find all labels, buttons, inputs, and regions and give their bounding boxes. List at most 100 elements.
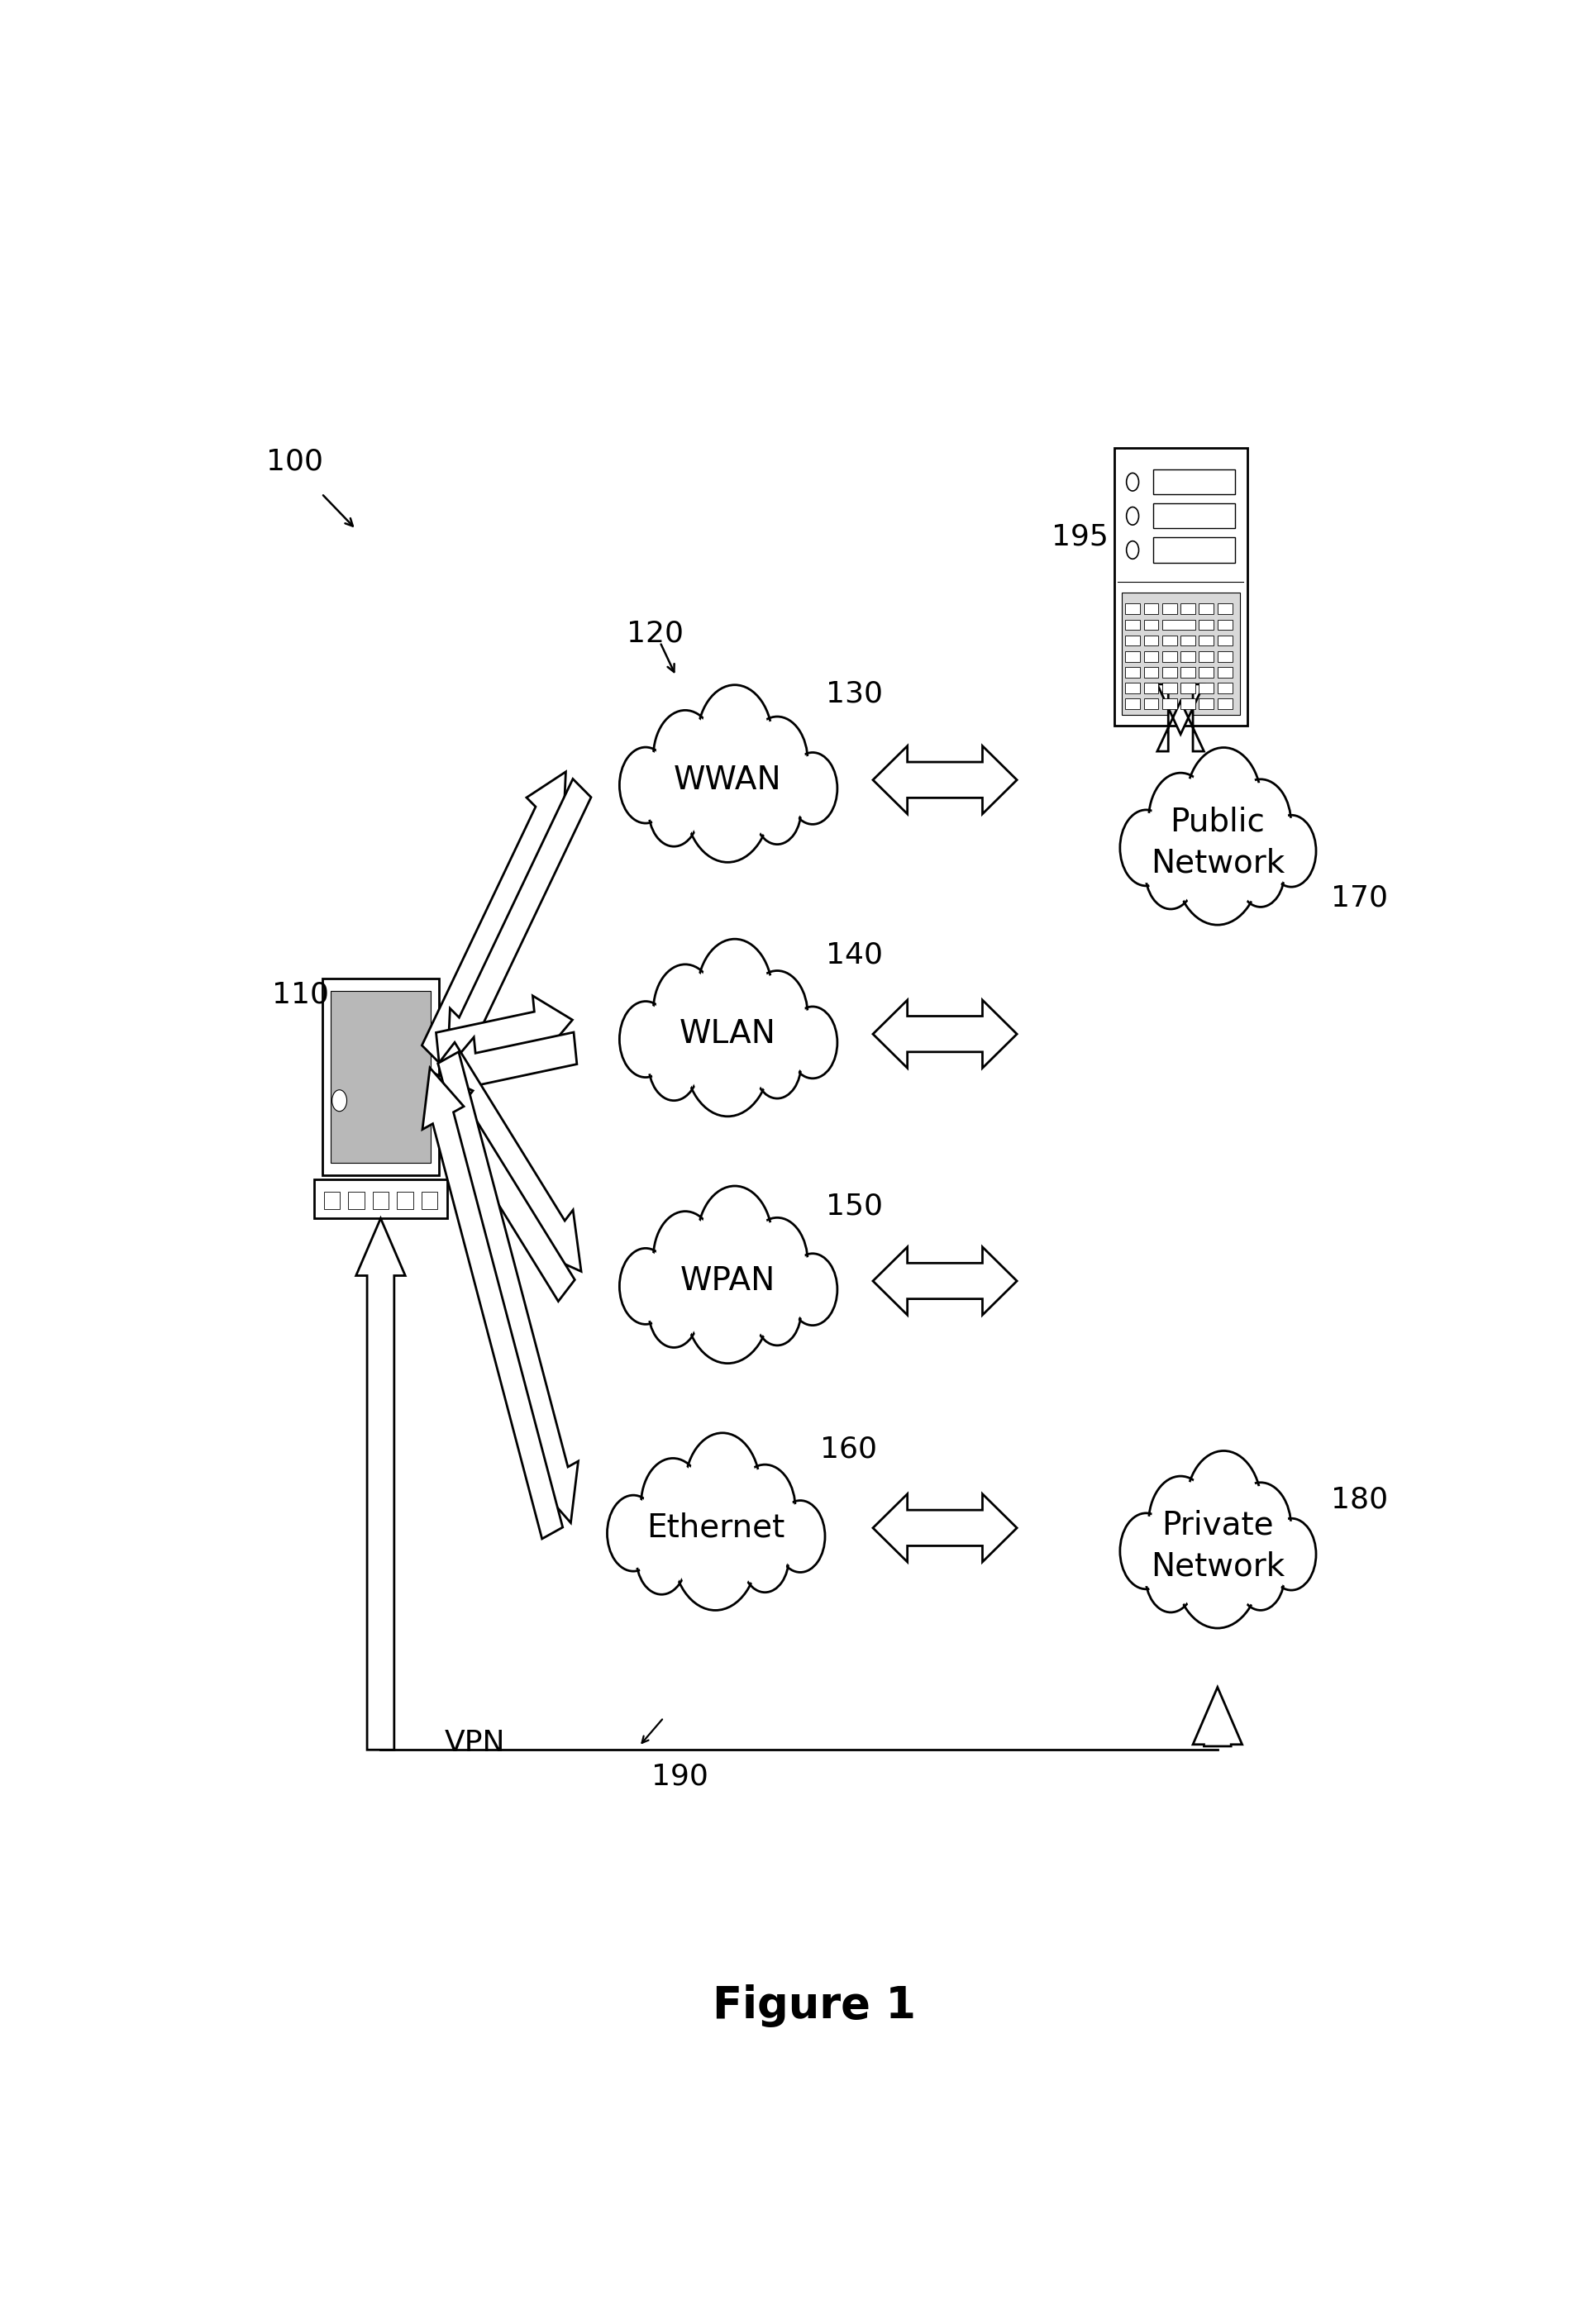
Circle shape — [688, 1436, 757, 1538]
Circle shape — [1231, 1483, 1291, 1571]
Circle shape — [700, 944, 770, 1043]
FancyBboxPatch shape — [1218, 651, 1232, 662]
FancyBboxPatch shape — [1126, 604, 1140, 614]
Circle shape — [621, 1004, 670, 1074]
FancyBboxPatch shape — [1218, 700, 1232, 709]
Circle shape — [688, 1241, 767, 1357]
Polygon shape — [438, 1053, 578, 1522]
Circle shape — [1126, 474, 1139, 490]
Circle shape — [621, 1250, 670, 1322]
Circle shape — [1148, 839, 1194, 906]
Circle shape — [1267, 1518, 1316, 1590]
Text: 170: 170 — [1331, 883, 1388, 911]
Circle shape — [789, 755, 835, 820]
Polygon shape — [873, 1248, 1016, 1315]
FancyBboxPatch shape — [1218, 621, 1232, 630]
FancyBboxPatch shape — [1218, 683, 1232, 693]
Circle shape — [756, 1278, 799, 1343]
FancyBboxPatch shape — [1218, 634, 1232, 646]
Circle shape — [750, 974, 805, 1055]
Circle shape — [1123, 813, 1170, 883]
FancyBboxPatch shape — [1143, 634, 1159, 646]
Text: 150: 150 — [826, 1192, 883, 1220]
Circle shape — [1145, 834, 1196, 909]
FancyBboxPatch shape — [1180, 634, 1196, 646]
Circle shape — [1189, 1455, 1258, 1557]
FancyBboxPatch shape — [1162, 604, 1177, 614]
Circle shape — [775, 1501, 826, 1573]
Text: VPN: VPN — [445, 1729, 505, 1757]
Circle shape — [648, 1274, 699, 1348]
Circle shape — [700, 1190, 770, 1292]
Polygon shape — [356, 1218, 405, 1750]
Circle shape — [1148, 1541, 1194, 1611]
Circle shape — [700, 690, 770, 790]
Circle shape — [756, 779, 799, 841]
Text: 160: 160 — [819, 1436, 877, 1464]
FancyBboxPatch shape — [1180, 604, 1196, 614]
Circle shape — [619, 1248, 672, 1325]
Circle shape — [1151, 776, 1210, 862]
Circle shape — [1269, 818, 1315, 883]
Circle shape — [651, 776, 697, 844]
Circle shape — [788, 753, 837, 825]
FancyBboxPatch shape — [1153, 537, 1235, 562]
Circle shape — [642, 1457, 705, 1550]
FancyBboxPatch shape — [1143, 683, 1159, 693]
Text: WWAN: WWAN — [673, 765, 781, 795]
Circle shape — [684, 1236, 772, 1364]
Text: 140: 140 — [826, 941, 883, 969]
Circle shape — [750, 720, 805, 802]
FancyBboxPatch shape — [1199, 667, 1213, 679]
Circle shape — [1120, 1513, 1172, 1590]
Circle shape — [1148, 1476, 1213, 1569]
FancyBboxPatch shape — [1199, 683, 1213, 693]
Text: 195: 195 — [1051, 523, 1108, 551]
Circle shape — [746, 971, 808, 1060]
Circle shape — [789, 1009, 835, 1076]
FancyBboxPatch shape — [397, 1192, 413, 1208]
Circle shape — [1239, 839, 1283, 904]
Circle shape — [1120, 809, 1172, 885]
Circle shape — [1126, 541, 1139, 560]
Circle shape — [1177, 804, 1258, 920]
Circle shape — [653, 964, 718, 1057]
Circle shape — [1186, 748, 1261, 858]
Polygon shape — [1158, 683, 1204, 751]
Polygon shape — [438, 1043, 581, 1271]
Circle shape — [675, 1490, 756, 1606]
Circle shape — [1239, 1543, 1283, 1608]
FancyBboxPatch shape — [421, 1192, 437, 1208]
Circle shape — [742, 1522, 789, 1592]
Circle shape — [1151, 1480, 1210, 1566]
FancyBboxPatch shape — [1199, 651, 1213, 662]
Circle shape — [619, 748, 672, 823]
Circle shape — [1231, 779, 1291, 867]
Circle shape — [638, 1525, 684, 1592]
Circle shape — [750, 1220, 805, 1304]
Circle shape — [756, 1032, 799, 1095]
FancyBboxPatch shape — [1126, 667, 1140, 679]
Circle shape — [789, 1257, 835, 1322]
FancyBboxPatch shape — [1218, 604, 1232, 614]
Circle shape — [697, 686, 772, 795]
Circle shape — [743, 1525, 788, 1590]
Polygon shape — [873, 1494, 1016, 1562]
Circle shape — [656, 713, 715, 799]
FancyBboxPatch shape — [1162, 683, 1177, 693]
Circle shape — [1232, 1485, 1288, 1569]
Polygon shape — [440, 1032, 576, 1102]
Circle shape — [1126, 507, 1139, 525]
Circle shape — [651, 1276, 697, 1346]
Circle shape — [1269, 1522, 1315, 1587]
Polygon shape — [422, 772, 565, 1064]
Circle shape — [737, 1469, 792, 1550]
Circle shape — [619, 1002, 672, 1078]
Circle shape — [656, 969, 715, 1053]
FancyBboxPatch shape — [1199, 634, 1213, 646]
Circle shape — [648, 772, 699, 846]
Circle shape — [1177, 1506, 1258, 1622]
Circle shape — [1174, 797, 1261, 925]
FancyBboxPatch shape — [1143, 700, 1159, 709]
Circle shape — [697, 939, 772, 1048]
